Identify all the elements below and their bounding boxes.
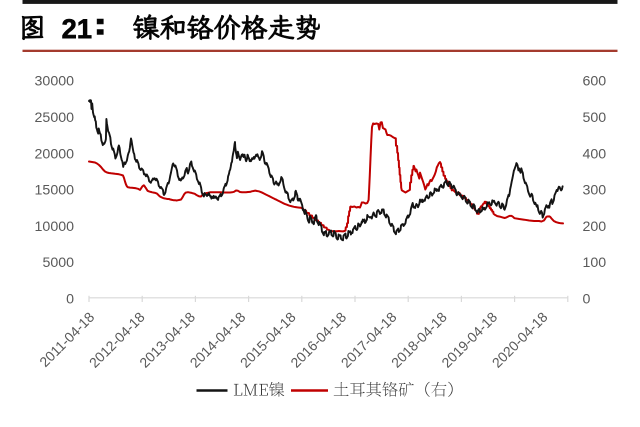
svg-text:25000: 25000 [35, 110, 75, 126]
svg-text:600: 600 [583, 74, 607, 90]
svg-text:100: 100 [583, 255, 607, 271]
svg-text:0: 0 [583, 292, 591, 308]
svg-text:5000: 5000 [42, 255, 74, 271]
svg-text:500: 500 [583, 110, 607, 126]
svg-text:0: 0 [66, 292, 74, 308]
svg-text:200: 200 [583, 219, 607, 235]
svg-text:15000: 15000 [35, 183, 75, 199]
svg-text:30000: 30000 [35, 74, 75, 90]
svg-text:20000: 20000 [35, 146, 75, 162]
svg-text:300: 300 [583, 183, 607, 199]
svg-text:10000: 10000 [35, 219, 75, 235]
svg-text:400: 400 [583, 146, 607, 162]
